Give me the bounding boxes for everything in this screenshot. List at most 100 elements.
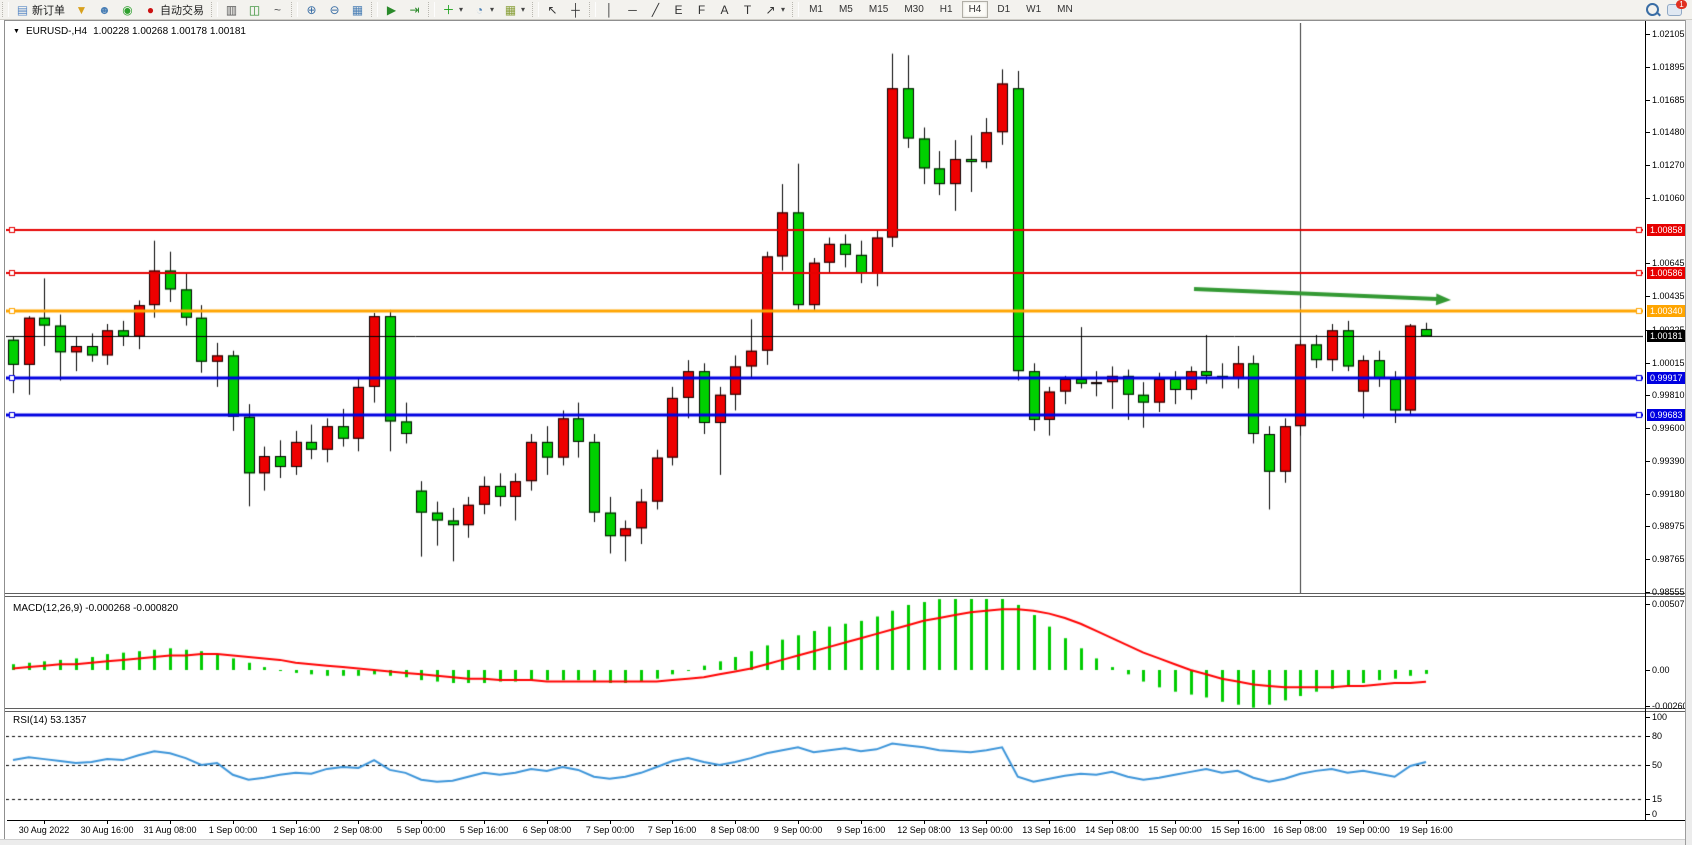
timeframe-d1-button[interactable]: D1 (997, 4, 1011, 15)
axis-tick (1646, 765, 1650, 766)
price-tick-label: 0.99810 (1652, 390, 1685, 400)
time-tick-label: 31 Aug 08:00 (143, 825, 197, 835)
timeframe-m30-button[interactable]: M30 (904, 4, 924, 15)
auto-scroll-button[interactable]: ▶ (380, 0, 403, 19)
axis-tick (1646, 263, 1650, 264)
time-tick-label: 7 Sep 00:00 (585, 825, 635, 835)
new-order-button[interactable]: ▤ 新订单 (11, 0, 70, 19)
price-chart[interactable] (6, 23, 1643, 594)
bar-chart-button[interactable]: ▥ (220, 0, 243, 19)
time-tick-label: 14 Sep 08:00 (1085, 825, 1139, 835)
fibonacci-button[interactable]: F (690, 0, 713, 19)
zoom-out-icon: ⊖ (329, 2, 340, 17)
vertical-line-button[interactable]: │ (598, 0, 621, 19)
chart-title: ▼ EURUSD-,H4 1.00228 1.00268 1.00178 1.0… (13, 26, 246, 37)
cursor-button[interactable]: ↖ (541, 0, 564, 19)
macd-label: MACD(12,26,9) -0.000268 -0.000820 (13, 603, 179, 614)
chart-shift-button[interactable]: ⇥ (403, 0, 426, 19)
candlestick-button[interactable]: ◫ (243, 0, 266, 19)
indicators-button[interactable]: ＋ ▾ (437, 0, 468, 19)
price-tick-label: 1.01685 (1652, 95, 1685, 105)
templates-button[interactable]: ▦ ▾ (499, 0, 530, 19)
time-tick-label: 19 Sep 16:00 (1399, 825, 1453, 835)
timeframe-w1-button[interactable]: W1 (1026, 4, 1042, 15)
auto-trading-button[interactable]: ● 自动交易 (139, 0, 209, 19)
axis-tick (1646, 799, 1650, 800)
time-tick-label: 9 Sep 16:00 (836, 825, 886, 835)
price-level-badge: 1.00858 (1647, 224, 1692, 236)
text-button[interactable]: A (713, 0, 736, 19)
time-tick (547, 821, 548, 824)
time-tick (672, 821, 673, 824)
timeframe-m5-button[interactable]: M5 (838, 4, 853, 15)
chart-shift-icon: ⇥ (409, 2, 420, 17)
time-tick-label: 19 Sep 00:00 (1336, 825, 1390, 835)
zoom-in-button[interactable]: ⊕ (300, 0, 323, 19)
signal-button[interactable]: ◉ (116, 0, 139, 19)
funnel-button[interactable]: ▼ (70, 0, 93, 19)
pane-separator-macd[interactable] (5, 593, 1686, 597)
crosshair-button[interactable]: ┼ (564, 0, 587, 19)
price-level-badge: 1.00340 (1647, 305, 1692, 317)
rsi-chart[interactable] (6, 712, 1643, 819)
funnel-icon: ▼ (75, 2, 88, 17)
candlestick-icon: ◫ (248, 2, 261, 17)
timeframe-mn-button[interactable]: MN (1057, 4, 1073, 15)
axis-tick (1646, 717, 1650, 718)
macd-chart[interactable] (6, 598, 1643, 708)
fibonacci-icon: F (697, 2, 706, 17)
notifications-icon[interactable]: 1 (1667, 0, 1687, 16)
trendline-button[interactable]: ╱ (644, 0, 667, 19)
chevron-down-icon[interactable]: ▼ (13, 28, 20, 35)
main-toolbar: ▤ 新订单 ▼ ☻ ◉ ● 自动交易 ▥ ◫ ~ ⊕ ⊖ ▦ ▶ ⇥ ＋ ▾ ◔ ▾ ▦ ▾ ↖ ┼ │ ─ ╱ E F A T ↗ ▾ M1 M… (0, 0, 1692, 20)
toolbar-separator (371, 2, 378, 17)
dropdown-arrow-icon[interactable]: ▾ (521, 5, 526, 14)
search-icon[interactable] (1646, 3, 1659, 16)
toolbar-separator (211, 2, 218, 17)
toolbar-separator (291, 2, 298, 17)
profile-button[interactable]: ☻ (93, 0, 116, 19)
time-tick (735, 821, 736, 824)
timeframe-m15-button[interactable]: M15 (868, 4, 889, 15)
tile-windows-button[interactable]: ▦ (346, 0, 369, 19)
toolbar-separator (532, 2, 540, 17)
dropdown-arrow-icon[interactable]: ▾ (459, 5, 464, 14)
symbol-label: EURUSD-,H4 (25, 26, 88, 37)
window-bottom-strip (0, 839, 1692, 845)
axis-tick (1646, 34, 1650, 35)
dropdown-arrow-icon[interactable]: ▾ (781, 5, 786, 14)
line-chart-icon: ~ (273, 2, 281, 17)
equidistant-channel-button[interactable]: E (667, 0, 690, 19)
periods-button[interactable]: ◔ ▾ (468, 0, 499, 19)
time-tick-label: 2 Sep 08:00 (333, 825, 383, 835)
time-axis-border (7, 820, 1690, 821)
text-label-button[interactable]: T (736, 0, 759, 19)
auto-trading-button-label: 自动交易 (160, 4, 204, 17)
time-tick-label: 13 Sep 00:00 (959, 825, 1013, 835)
tile-windows-icon: ▦ (351, 2, 364, 17)
zoom-out-button[interactable]: ⊖ (323, 0, 346, 19)
arrows-button[interactable]: ↗ ▾ (759, 0, 790, 19)
axis-tick (1646, 165, 1650, 166)
price-tick-label: 0.98555 (1652, 587, 1685, 597)
line-chart-button[interactable]: ~ (266, 0, 289, 19)
time-tick (1175, 821, 1176, 824)
time-tick (44, 821, 45, 824)
timeframe-m1-button[interactable]: M1 (809, 4, 823, 15)
time-tick (1238, 821, 1239, 824)
pane-separator-rsi[interactable] (5, 708, 1686, 712)
time-tick (798, 821, 799, 824)
timeframe-h1-button[interactable]: H1 (939, 4, 953, 15)
new-order-button-label: 新订单 (32, 4, 65, 17)
current-price-badge: 1.00181 (1647, 330, 1692, 342)
axis-tick (1646, 604, 1650, 605)
time-tick (986, 821, 987, 824)
axis-tick (1646, 814, 1650, 815)
timeframe-h4-button[interactable]: H4 (961, 1, 989, 18)
horizontal-line-button[interactable]: ─ (621, 0, 644, 19)
text-label-icon: T (743, 2, 752, 17)
time-tick (358, 821, 359, 824)
cursor-icon: ↖ (547, 2, 558, 17)
dropdown-arrow-icon[interactable]: ▾ (490, 5, 495, 14)
